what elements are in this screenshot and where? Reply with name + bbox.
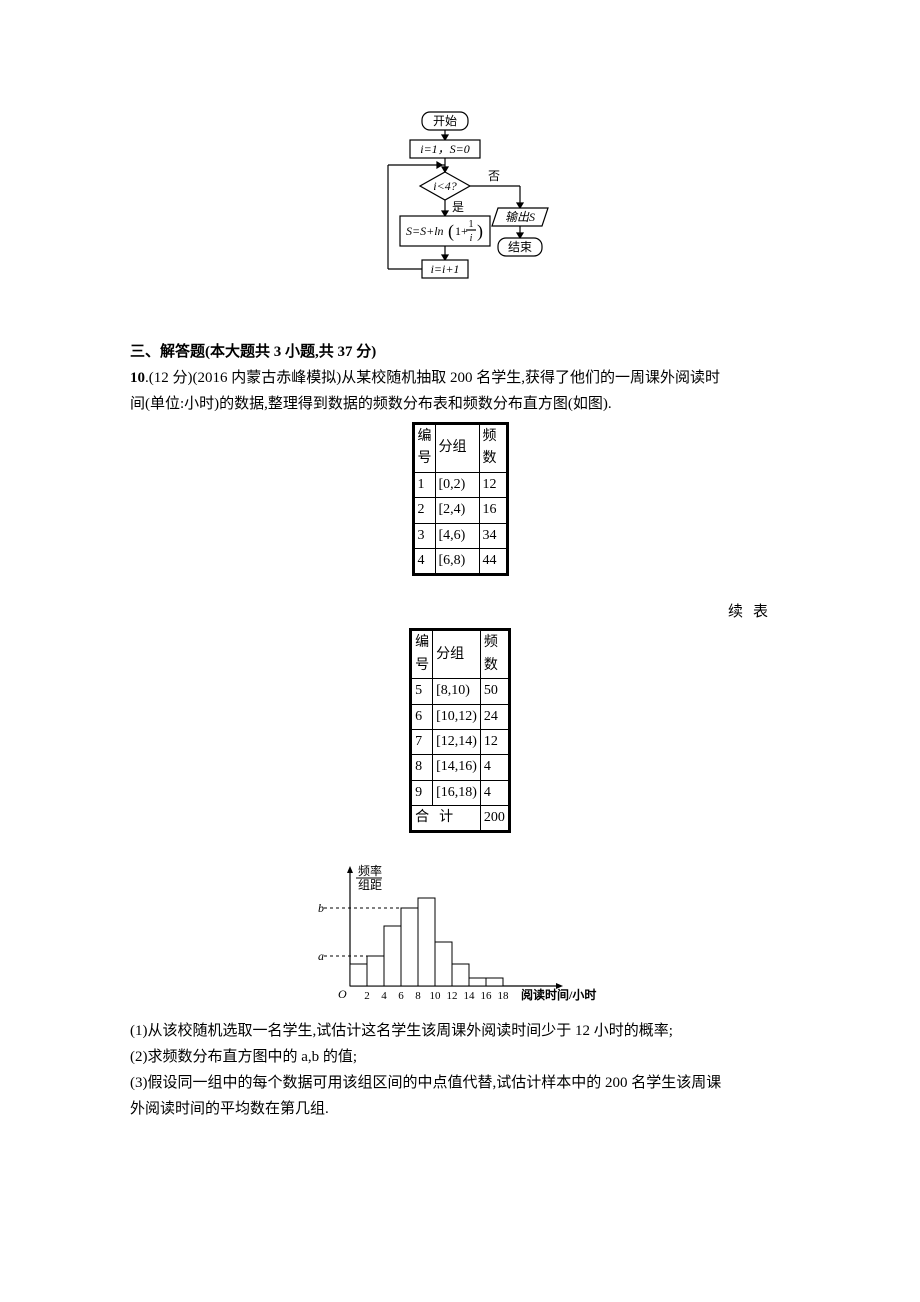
table-row: 编号 分组 频数 xyxy=(411,630,510,679)
flow-start: 开始 xyxy=(433,114,457,128)
th-group: 分组 xyxy=(433,630,481,679)
table-row: 5[8,10)50 xyxy=(411,679,510,704)
th-freq: 频数 xyxy=(480,630,509,679)
table-row: 2[2,4)16 xyxy=(413,498,507,523)
flow-init: i=1，S=0 xyxy=(420,142,470,156)
flowchart-figure: 开始 i=1，S=0 i<4? 否 输出S 结束 是 xyxy=(130,110,790,320)
total-val: 200 xyxy=(480,806,509,832)
table-row: 合计200 xyxy=(411,806,510,832)
svg-text:12: 12 xyxy=(447,990,458,1002)
flow-cond: i<4? xyxy=(433,179,456,193)
flow-inc: i=i+1 xyxy=(431,262,460,276)
problem-10-line1: 10.(12 分)(2016 内蒙古赤峰模拟)从某校随机抽取 200 名学生,获… xyxy=(130,366,790,390)
svg-text:10: 10 xyxy=(430,990,442,1002)
svg-text:4: 4 xyxy=(381,990,387,1002)
svg-text:8: 8 xyxy=(415,990,421,1002)
flow-formula-prefix: S=S+ln xyxy=(406,224,444,238)
histogram-svg: 频率组距 b a O 2468 10 12 14 16 18 阅读时间/小时 xyxy=(310,861,610,1011)
svg-text:14: 14 xyxy=(464,990,476,1002)
th-id: 编号 xyxy=(411,630,433,679)
th-freq: 频数 xyxy=(479,424,507,473)
th-group: 分组 xyxy=(435,424,479,473)
table-row: 3[4,6)34 xyxy=(413,523,507,548)
th-id: 编号 xyxy=(413,424,435,473)
flow-no: 否 xyxy=(488,169,500,183)
svg-text:O: O xyxy=(338,987,347,1001)
frac-num: 1 xyxy=(469,219,474,230)
paren-l: ( xyxy=(448,221,454,242)
questions-block: (1)从该校随机选取一名学生,试估计这名学生该周课外阅读时间少于 12 小时的概… xyxy=(130,1019,790,1121)
total-label: 合计 xyxy=(411,806,481,832)
svg-text:16: 16 xyxy=(481,990,493,1002)
table-row: 4[6,8)44 xyxy=(413,548,507,574)
histogram-figure: 频率组距 b a O 2468 10 12 14 16 18 阅读时间/小时 xyxy=(130,861,790,1011)
svg-text:2: 2 xyxy=(364,990,370,1002)
continue-label: 续表 xyxy=(130,600,790,624)
frequency-table-1: 编号 分组 频数 1[0,2)12 2[2,4)16 3[4,6)34 4[6,… xyxy=(412,422,509,576)
flow-end: 结束 xyxy=(508,240,532,254)
flow-yes: 是 xyxy=(452,200,464,214)
question-3b: 外阅读时间的平均数在第几组. xyxy=(130,1097,790,1121)
svg-text:组距: 组距 xyxy=(358,878,382,892)
flowchart-svg: 开始 i=1，S=0 i<4? 否 输出S 结束 是 xyxy=(350,110,570,320)
svg-text:6: 6 xyxy=(398,990,404,1002)
svg-text:a: a xyxy=(318,949,324,963)
svg-text:频率: 频率 xyxy=(358,863,382,878)
flow-formula-inner: 1+ xyxy=(455,224,468,238)
question-1: (1)从该校随机选取一名学生,试估计这名学生该周课外阅读时间少于 12 小时的概… xyxy=(130,1019,790,1043)
problem-10-line2: 间(单位:小时)的数据,整理得到数据的频数分布表和频数分布直方图(如图). xyxy=(130,392,790,416)
frac-den: i xyxy=(470,233,473,244)
section-header: 三、解答题(本大题共 3 小题,共 37 分) xyxy=(130,340,790,364)
svg-text:18: 18 xyxy=(498,990,510,1002)
table-row: 8[14,16)4 xyxy=(411,755,510,780)
table-row: 6[10,12)24 xyxy=(411,704,510,729)
flow-output: 输出S xyxy=(505,210,535,224)
p10-text1: .(12 分)(2016 内蒙古赤峰模拟)从某校随机抽取 200 名学生,获得了… xyxy=(145,370,720,386)
frequency-table-2: 编号 分组 频数 5[8,10)50 6[10,12)24 7[12,14)12… xyxy=(409,628,511,833)
table-row: 编号 分组 频数 xyxy=(413,424,507,473)
paren-r: ) xyxy=(477,221,483,242)
svg-text:阅读时间/小时: 阅读时间/小时 xyxy=(521,987,596,1002)
question-2: (2)求频数分布直方图中的 a,b 的值; xyxy=(130,1045,790,1069)
table-row: 7[12,14)12 xyxy=(411,729,510,754)
table-row: 9[16,18)4 xyxy=(411,780,510,805)
svg-text:b: b xyxy=(318,901,324,915)
problem-number: 10 xyxy=(130,370,145,386)
question-3a: (3)假设同一组中的每个数据可用该组区间的中点值代替,试估计样本中的 200 名… xyxy=(130,1071,790,1095)
table-row: 1[0,2)12 xyxy=(413,472,507,497)
